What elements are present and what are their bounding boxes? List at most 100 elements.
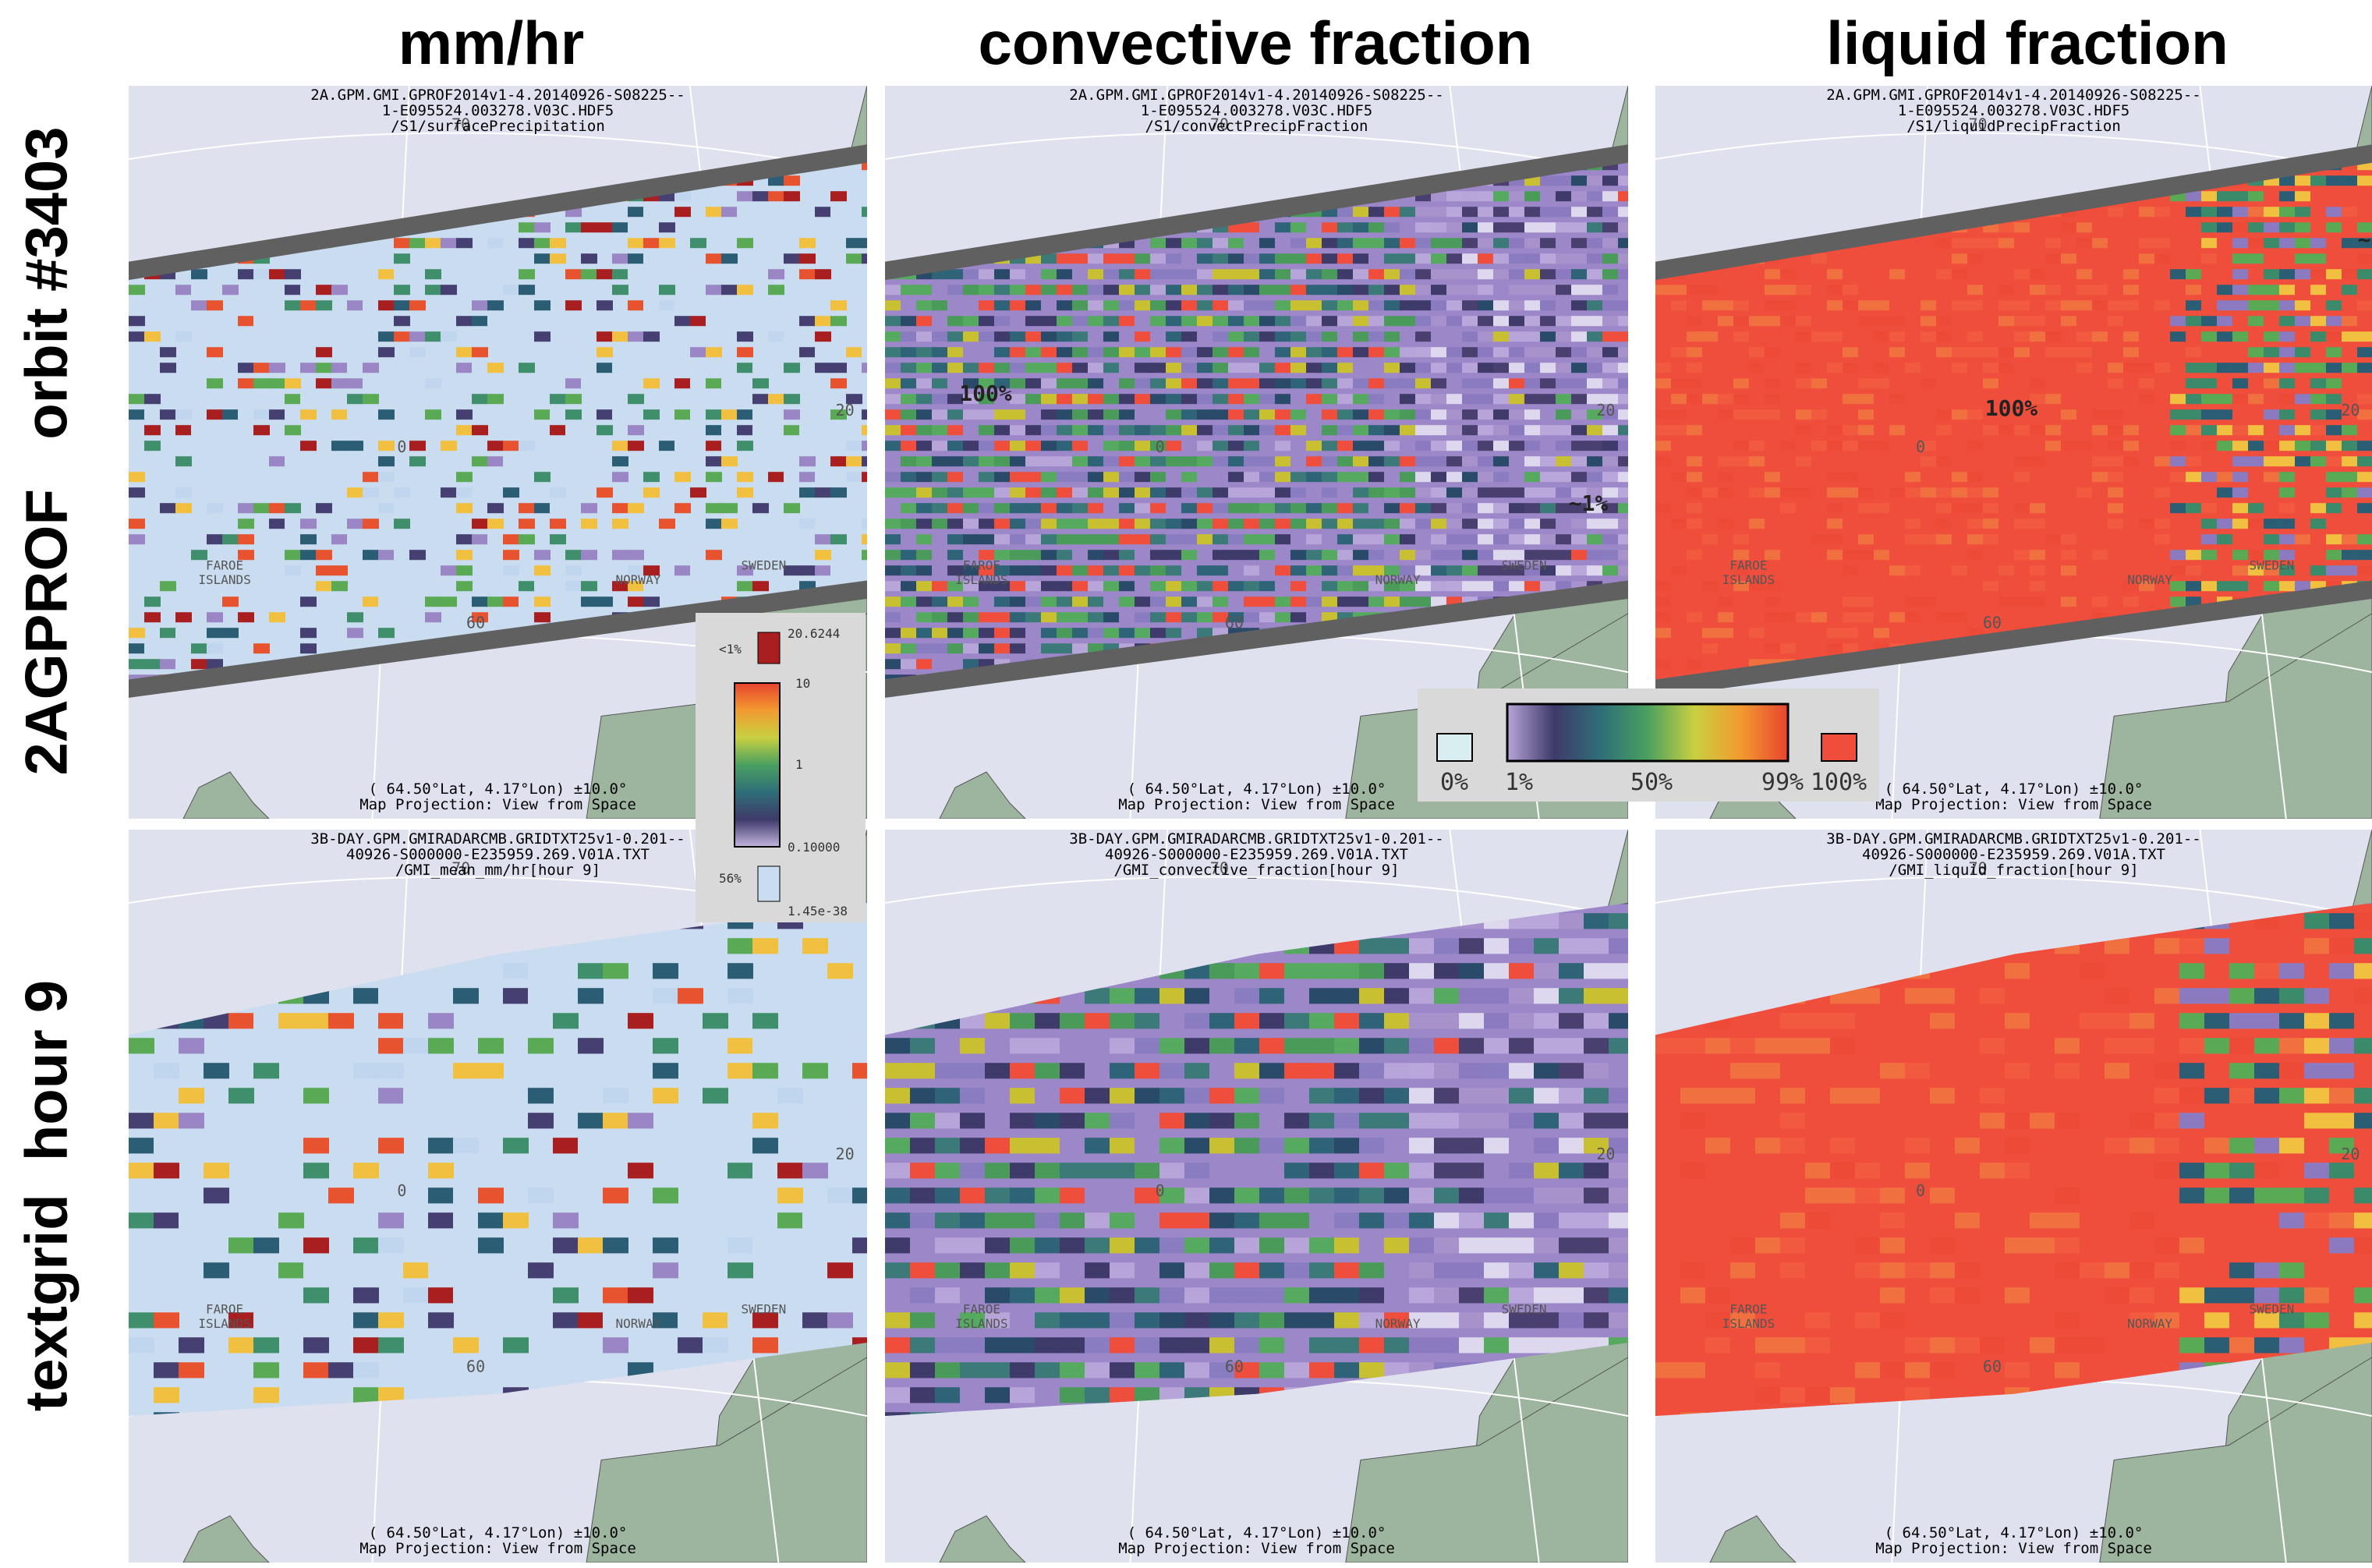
pixel	[409, 441, 426, 451]
pixel	[2139, 534, 2155, 544]
pixel	[2154, 534, 2171, 544]
pixel	[2030, 378, 2046, 388]
pixel	[1244, 269, 1260, 279]
pixel	[1234, 988, 1260, 1003]
pixel	[1655, 425, 1672, 435]
pixel	[1228, 316, 1244, 326]
pixel	[1446, 378, 1463, 388]
pixel	[503, 487, 519, 497]
pixel	[2279, 456, 2296, 466]
pixel	[2232, 207, 2249, 217]
pixel	[1462, 378, 1478, 388]
pixel	[428, 1312, 454, 1328]
pixel	[1655, 378, 1672, 388]
pixel	[1306, 596, 1322, 607]
pixel	[2076, 316, 2093, 326]
pixel	[1459, 1188, 1485, 1203]
pixel	[1584, 1188, 1609, 1203]
pixel	[2154, 472, 2171, 482]
pixel	[1843, 472, 1859, 482]
pixel	[1584, 1212, 1609, 1228]
pixel	[1010, 519, 1026, 529]
pixel	[1244, 534, 1260, 544]
pixel	[784, 363, 800, 373]
pixel	[1749, 363, 1765, 373]
pixel	[2170, 581, 2186, 591]
pixel	[503, 1088, 529, 1103]
pixel	[2310, 222, 2327, 232]
pixel	[1446, 191, 1463, 201]
pixel	[1796, 581, 1812, 591]
pixel	[674, 441, 691, 451]
pixel	[1462, 565, 1478, 575]
pixel	[1540, 487, 1556, 497]
pixel	[2295, 503, 2311, 513]
pixel	[2248, 222, 2264, 232]
pixel	[784, 207, 800, 217]
pixel	[1602, 300, 1619, 310]
pixel	[378, 456, 395, 466]
pixel	[1228, 253, 1244, 264]
pixel	[403, 1088, 429, 1103]
pixel	[2030, 519, 2046, 529]
pixel	[1811, 331, 1828, 342]
pixel	[1337, 565, 1354, 575]
pixel	[2186, 222, 2202, 232]
pixel	[1983, 534, 1999, 544]
pixel	[378, 409, 395, 419]
pixel	[1827, 612, 1843, 622]
pixel	[1150, 472, 1167, 482]
pixel	[1035, 1262, 1060, 1278]
pixel	[441, 519, 457, 529]
pixel	[1796, 503, 1812, 513]
pixel	[1618, 191, 1628, 201]
pixel	[1119, 300, 1135, 310]
pixel	[1749, 394, 1765, 404]
pixel	[269, 378, 285, 388]
pixel	[916, 534, 933, 544]
pixel	[2295, 519, 2311, 529]
pixel	[253, 503, 270, 513]
pixel	[2123, 347, 2140, 357]
pixel	[1874, 565, 1890, 575]
pixel	[910, 1113, 936, 1128]
pixel	[628, 441, 644, 451]
pixel	[1409, 988, 1435, 1003]
pixel	[1874, 409, 1890, 419]
pixel	[1655, 643, 1672, 653]
pixel	[1025, 425, 1042, 435]
pixel	[1556, 550, 1572, 560]
pixel	[1041, 503, 1057, 513]
pixel	[1983, 425, 1999, 435]
pixel	[1337, 238, 1354, 248]
pixel	[1103, 612, 1120, 622]
pixel	[409, 456, 426, 466]
pixel	[472, 519, 488, 529]
pixel	[1556, 269, 1572, 279]
pixel	[1041, 378, 1057, 388]
pixel	[994, 409, 1011, 419]
pixel	[353, 1362, 379, 1378]
pixel	[1509, 347, 1525, 357]
pixel	[1409, 1063, 1435, 1078]
pixel	[1524, 222, 1541, 232]
pixel	[2092, 238, 2108, 248]
pixel	[581, 550, 597, 560]
projection-note: ( 64.50°Lat, 4.17°Lon) ±10.0°	[369, 1524, 628, 1541]
pixel	[799, 253, 816, 264]
pixel	[2108, 441, 2124, 451]
pixel	[1671, 378, 1687, 388]
pixel	[960, 1088, 986, 1103]
pixel	[1889, 409, 1906, 419]
pixel	[1446, 472, 1463, 482]
pixel	[1702, 534, 1719, 544]
pixel	[1858, 394, 1875, 404]
pixel	[1749, 441, 1765, 451]
pixel	[222, 285, 239, 295]
pixel	[2061, 534, 2077, 544]
pixel	[2076, 472, 2093, 482]
pixel	[932, 394, 948, 404]
pixel	[643, 238, 660, 248]
pixel	[1213, 378, 1229, 388]
pixel	[1921, 456, 1937, 466]
